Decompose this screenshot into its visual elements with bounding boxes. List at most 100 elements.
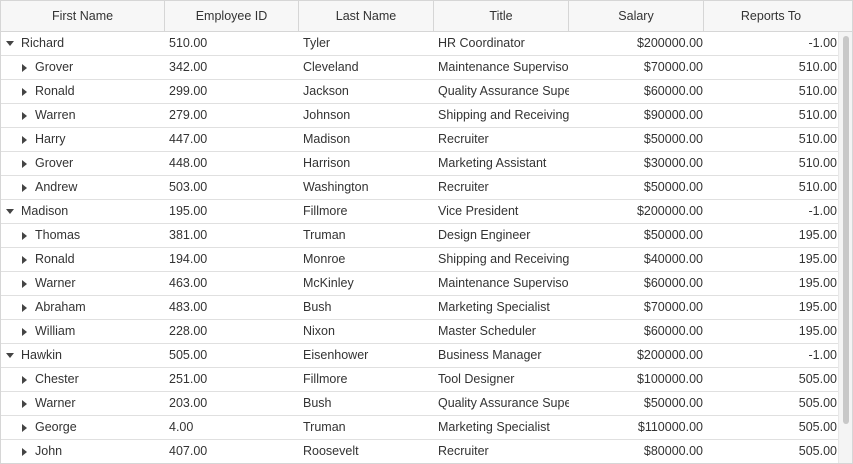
cell-title: Maintenance Supervisor: [438, 276, 569, 290]
expand-toggle-collapsed[interactable]: [19, 152, 29, 175]
first-name-text: Ronald: [35, 252, 75, 266]
cell-salary: $50000.00: [643, 132, 703, 146]
cell-title: HR Coordinator: [438, 36, 525, 50]
first-name-text: Madison: [21, 204, 69, 218]
first-name-text: John: [35, 444, 63, 458]
cell-employee-id: 4.00: [169, 420, 194, 434]
table-row[interactable]: Hawkin 505.00 Eisenhower Business Manager $2…: [1, 344, 838, 368]
cell-first-name: Harry: [1, 128, 165, 151]
caret-right-icon: [21, 135, 27, 144]
first-name-text: Chester: [35, 372, 79, 386]
first-name-text: George: [35, 420, 77, 434]
caret-right-icon: [21, 255, 27, 264]
expand-toggle-collapsed[interactable]: [19, 56, 29, 79]
cell-last-name: Bush: [303, 396, 332, 410]
cell-employee-id: 203.00: [169, 396, 208, 410]
cell-salary: $40000.00: [643, 252, 703, 266]
cell-last-name: Bush: [303, 300, 332, 314]
cell-last-name: Fillmore: [303, 204, 348, 218]
first-name-text: Warner: [35, 276, 76, 290]
table-row[interactable]: Harry 447.00 Madison Recruiter $50000.00 510.…: [1, 128, 838, 152]
cell-title: Marketing Assistant: [438, 156, 547, 170]
table-row[interactable]: Ronald 194.00 Monroe Shipping and Receiving…: [1, 248, 838, 272]
cell-last-name: Monroe: [303, 252, 346, 266]
cell-title: Recruiter: [438, 444, 489, 458]
table-row[interactable]: George 4.00 Truman Marketing Specialist $110…: [1, 416, 838, 440]
cell-first-name: Ronald: [1, 248, 165, 271]
expand-toggle-collapsed[interactable]: [19, 368, 29, 391]
cell-salary: $200000.00: [636, 204, 703, 218]
cell-last-name: Eisenhower: [303, 348, 369, 362]
column-header-first-name[interactable]: First Name: [1, 1, 165, 31]
cell-employee-id: 448.00: [169, 156, 208, 170]
cell-employee-id: 407.00: [169, 444, 208, 458]
cell-last-name: McKinley: [303, 276, 354, 290]
expand-toggle-collapsed[interactable]: [19, 248, 29, 271]
cell-title: Quality Assurance Supervisor: [438, 84, 569, 98]
expand-toggle-collapsed[interactable]: [19, 416, 29, 439]
table-row[interactable]: Chester 251.00 Fillmore Tool Designer $10000…: [1, 368, 838, 392]
cell-first-name: Chester: [1, 368, 165, 391]
table-row[interactable]: Thomas 381.00 Truman Design Engineer $50000.…: [1, 224, 838, 248]
expand-toggle-expanded[interactable]: [5, 32, 15, 55]
table-row[interactable]: Madison 195.00 Fillmore Vice President $2000…: [1, 200, 838, 224]
cell-reports-to: -1.00: [808, 36, 838, 50]
caret-right-icon: [21, 159, 27, 168]
cell-reports-to: 510.00: [798, 156, 837, 170]
table-row[interactable]: Andrew 503.00 Washington Recruiter $50000.00…: [1, 176, 838, 200]
expand-toggle-expanded[interactable]: [5, 344, 15, 367]
cell-first-name: Hawkin: [1, 344, 165, 367]
expand-toggle-collapsed[interactable]: [19, 80, 29, 103]
cell-employee-id: 251.00: [169, 372, 208, 386]
expand-toggle-collapsed[interactable]: [19, 392, 29, 415]
cell-salary: $60000.00: [643, 84, 703, 98]
vertical-scrollbar[interactable]: [838, 32, 852, 463]
expand-toggle-collapsed[interactable]: [19, 296, 29, 319]
expand-toggle-expanded[interactable]: [5, 200, 15, 223]
caret-down-icon: [6, 41, 14, 46]
cell-first-name: William: [1, 320, 165, 343]
expand-toggle-collapsed[interactable]: [19, 320, 29, 343]
cell-first-name: Andrew: [1, 176, 165, 199]
expand-toggle-collapsed[interactable]: [19, 224, 29, 247]
table-row[interactable]: Warner 203.00 Bush Quality Assurance Superv…: [1, 392, 838, 416]
expand-toggle-collapsed[interactable]: [19, 176, 29, 199]
table-row[interactable]: Warner 463.00 McKinley Maintenance Supervis…: [1, 272, 838, 296]
table-row[interactable]: Richard 510.00 Tyler HR Coordinator $200000.…: [1, 32, 838, 56]
column-header-employee-id[interactable]: Employee ID: [165, 1, 299, 31]
cell-salary: $110000.00: [637, 420, 703, 434]
cell-first-name: John: [1, 440, 165, 463]
cell-employee-id: 195.00: [169, 204, 208, 218]
table-row[interactable]: Grover 342.00 Cleveland Maintenance Supervi…: [1, 56, 838, 80]
cell-employee-id: 510.00: [169, 36, 208, 50]
expand-toggle-collapsed[interactable]: [19, 104, 29, 127]
cell-employee-id: 342.00: [169, 60, 208, 74]
column-header-reports-to[interactable]: Reports To: [740, 9, 802, 23]
cell-last-name: Nixon: [303, 324, 335, 338]
scrollbar-thumb[interactable]: [843, 36, 849, 424]
table-row[interactable]: Grover 448.00 Harrison Marketing Assistant $…: [1, 152, 838, 176]
cell-first-name: Abraham: [1, 296, 165, 319]
table-row[interactable]: Ronald 299.00 Jackson Quality Assurance Sup…: [1, 80, 838, 104]
cell-title: Marketing Specialist: [438, 420, 550, 434]
column-header-title[interactable]: Title: [434, 1, 569, 31]
expand-toggle-collapsed[interactable]: [19, 440, 29, 463]
cell-last-name: Harrison: [303, 156, 351, 170]
caret-right-icon: [21, 399, 27, 408]
table-row[interactable]: William 228.00 Nixon Master Scheduler $60000…: [1, 320, 838, 344]
cell-title: Shipping and Receiving Clerk: [438, 108, 569, 122]
column-header-last-name[interactable]: Last Name: [299, 1, 434, 31]
table-row[interactable]: Abraham 483.00 Bush Marketing Specialist $70…: [1, 296, 838, 320]
cell-title: Maintenance Supervisor: [438, 60, 569, 74]
expand-toggle-collapsed[interactable]: [19, 128, 29, 151]
cell-reports-to: 505.00: [798, 420, 837, 434]
column-header-salary[interactable]: Salary: [569, 1, 704, 31]
expand-toggle-collapsed[interactable]: [19, 272, 29, 295]
cell-title: Vice President: [438, 204, 519, 218]
table-row[interactable]: Warren 279.00 Johnson Shipping and Receivin…: [1, 104, 838, 128]
cell-reports-to: 510.00: [798, 108, 837, 122]
cell-salary: $50000.00: [643, 228, 703, 242]
cell-employee-id: 505.00: [169, 348, 208, 362]
table-row[interactable]: John 407.00 Roosevelt Recruiter $80000.00 505…: [1, 440, 838, 463]
cell-employee-id: 194.00: [169, 252, 208, 266]
